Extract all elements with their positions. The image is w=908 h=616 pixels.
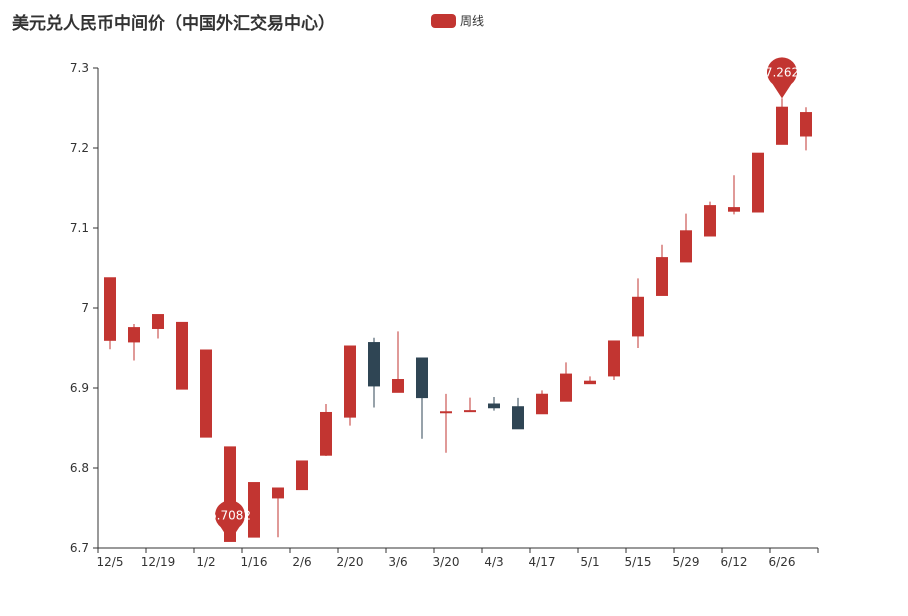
candle	[176, 321, 188, 390]
candle-body	[680, 230, 692, 263]
x-tick-label: 12/19	[141, 555, 176, 569]
candle	[128, 324, 140, 361]
x-tick-label: 6/26	[769, 555, 796, 569]
legend[interactable]: 周线	[431, 12, 484, 29]
candle-body	[728, 207, 740, 212]
candle	[608, 340, 620, 380]
candle-body	[584, 380, 596, 385]
candle-body	[104, 277, 116, 341]
candle-body	[704, 205, 716, 237]
candle-body	[464, 410, 476, 413]
candle	[104, 277, 116, 350]
candle	[368, 337, 380, 408]
candle	[752, 152, 764, 213]
y-tick-label: 7.2	[70, 141, 89, 155]
legend-swatch	[431, 13, 456, 28]
candle	[704, 201, 716, 237]
candle-body	[320, 411, 332, 456]
candle-body	[296, 460, 308, 491]
candle	[656, 244, 668, 296]
x-tick-label: 4/17	[529, 555, 556, 569]
y-tick-label: 7.1	[70, 221, 89, 235]
axes: 6.7 6.8 6.9 7 7.1 7.2 7.3 12/5 12/19 1/2 1/16 2/6 2/…	[70, 61, 819, 569]
x-tick-label: 4/3	[484, 555, 503, 569]
x-tick-label: 2/20	[337, 555, 364, 569]
candle	[464, 397, 476, 413]
x-tick-label: 3/6	[388, 555, 407, 569]
y-tick-label: 7.3	[70, 61, 89, 75]
candle	[200, 349, 212, 438]
x-tick-label: 2/6	[292, 555, 311, 569]
candle-body	[752, 152, 764, 213]
candle	[512, 397, 524, 430]
candle-body	[440, 411, 452, 414]
chart-title: 美元兑人民币中间价（中国外汇交易中心）	[12, 14, 335, 34]
candle	[320, 404, 332, 456]
y-tick-label: 6.8	[70, 461, 89, 475]
candle-body	[776, 106, 788, 145]
x-tick-label: 6/12	[721, 555, 748, 569]
candle-body	[512, 406, 524, 430]
candle-body	[800, 112, 812, 137]
x-tick-label: 5/1	[580, 555, 599, 569]
candle	[344, 345, 356, 426]
y-tick-label: 7	[81, 301, 89, 315]
candle	[440, 393, 452, 453]
mark-point-label: 7.262	[765, 65, 799, 79]
candle	[800, 107, 812, 151]
candle-body	[536, 393, 548, 415]
x-tick-label: 1/2	[196, 555, 215, 569]
candle-body	[368, 342, 380, 387]
mark-point-max: 7.262	[765, 57, 799, 99]
x-tick-label: 12/5	[97, 555, 124, 569]
candle	[152, 314, 164, 339]
candle-body	[392, 379, 404, 393]
x-tick-label: 5/29	[673, 555, 700, 569]
candle	[272, 487, 284, 538]
candle-body	[656, 257, 668, 296]
candle	[776, 98, 788, 145]
candle-body	[416, 357, 428, 399]
x-tick-label: 1/16	[241, 555, 268, 569]
candle-body	[272, 487, 284, 499]
mark-point-label: 6.7082	[209, 508, 251, 522]
candles	[104, 98, 812, 542]
mark-points: 6.7082 7.262	[209, 57, 799, 542]
candle	[296, 460, 308, 491]
candle	[584, 376, 596, 385]
candle-body	[248, 482, 260, 538]
candle	[536, 390, 548, 415]
mark-point-min: 6.7082	[209, 500, 251, 542]
candle	[680, 213, 692, 263]
candle-body	[344, 345, 356, 418]
legend-label: 周线	[460, 14, 485, 28]
candle	[488, 397, 500, 411]
candle-body	[632, 296, 644, 337]
candle-body	[488, 403, 500, 409]
mark-point-pin	[215, 500, 246, 542]
candle-body	[152, 314, 164, 329]
x-tick-label: 3/20	[433, 555, 460, 569]
candle	[560, 362, 572, 402]
candle-body	[608, 340, 620, 377]
y-tick-label: 6.9	[70, 381, 89, 395]
candle	[416, 357, 428, 439]
x-tick-label: 5/15	[625, 555, 652, 569]
candle-body	[200, 349, 212, 438]
candle-body	[560, 373, 572, 402]
candle	[248, 482, 260, 538]
candle-body	[176, 321, 188, 390]
candle-body	[128, 327, 140, 343]
mark-point-pin	[767, 57, 797, 99]
candle	[632, 278, 644, 348]
y-tick-label: 6.7	[70, 541, 89, 555]
candle	[392, 331, 404, 393]
candle	[728, 175, 740, 215]
